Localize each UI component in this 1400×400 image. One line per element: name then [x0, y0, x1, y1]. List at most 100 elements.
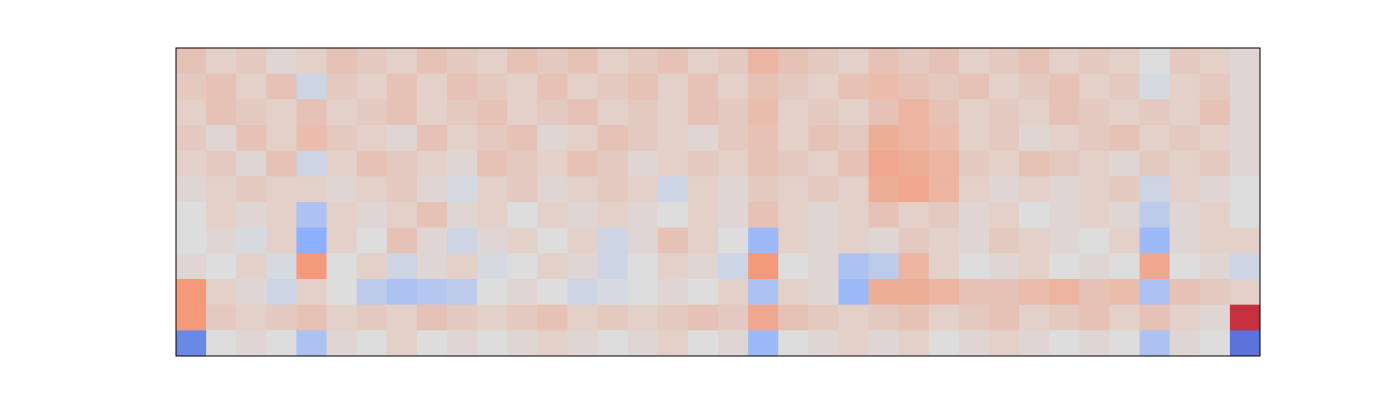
heatmap-cell [928, 227, 960, 254]
heatmap-cell [296, 48, 328, 75]
heatmap-cell [928, 176, 960, 203]
heatmap-cell [687, 176, 719, 203]
heatmap-cell [567, 48, 599, 75]
heatmap-cell [718, 125, 749, 152]
heatmap-cell [898, 304, 930, 331]
heatmap-cell [1229, 125, 1261, 152]
heatmap-cell [928, 150, 960, 177]
heatmap-cell [176, 125, 207, 152]
heatmap-cell [597, 304, 629, 331]
heatmap-cell [206, 279, 237, 306]
heatmap-cell [1229, 99, 1261, 126]
heatmap-cell [1019, 330, 1050, 357]
heatmap-cell [748, 48, 779, 75]
heatmap-cell [1079, 279, 1110, 306]
heatmap-cell [748, 99, 779, 126]
heatmap-cell [1199, 330, 1231, 357]
heatmap-cell [567, 304, 599, 331]
heatmap-cell [1049, 176, 1080, 203]
heatmap-cell [1229, 73, 1261, 100]
heatmap-cell [1109, 150, 1141, 177]
heatmap-cell [567, 150, 599, 177]
heatmap-cell [808, 73, 839, 100]
heatmap-cell [416, 48, 448, 75]
heatmap-cell [176, 99, 207, 126]
heatmap-cell [386, 279, 418, 306]
heatmap-cell [266, 330, 297, 357]
heatmap-cell [477, 253, 508, 280]
heatmap-cell [236, 125, 267, 152]
heatmap-cell [597, 73, 629, 100]
heatmap-cell [1139, 304, 1171, 331]
heatmap-cell [1019, 304, 1050, 331]
heatmap-cell [447, 227, 478, 254]
heatmap-cell [958, 227, 990, 254]
heatmap-cell [687, 279, 719, 306]
heatmap-cell [1019, 176, 1050, 203]
heatmap-cell [1229, 202, 1261, 229]
heatmap-cell [176, 227, 207, 254]
heatmap-cell [1019, 253, 1050, 280]
heatmap-cell [868, 150, 900, 177]
heatmap-cell [958, 279, 990, 306]
heatmap-cell [868, 125, 900, 152]
heatmap-cell [386, 73, 418, 100]
heatmap-cell [1229, 253, 1261, 280]
heatmap-cell [507, 304, 538, 331]
heatmap-cell [266, 48, 297, 75]
heatmap-cell [296, 99, 328, 126]
heatmap-cell [1229, 176, 1261, 203]
heatmap-cell [206, 176, 237, 203]
heatmap-cell [718, 279, 749, 306]
heatmap-cell [416, 279, 448, 306]
heatmap-cell [416, 150, 448, 177]
heatmap-cell [416, 73, 448, 100]
heatmap-cell [1139, 202, 1171, 229]
heatmap-cell [1139, 125, 1171, 152]
heatmap-cell [838, 279, 870, 306]
heatmap-cell [507, 73, 538, 100]
heatmap-cell [928, 304, 960, 331]
heatmap-cell [477, 330, 508, 357]
heatmap-cell [808, 330, 839, 357]
heatmap-cell [206, 253, 237, 280]
heatmap-cell [1139, 73, 1171, 100]
heatmap-cell [1169, 48, 1201, 75]
heatmap-cell [266, 150, 297, 177]
heatmap-cell [898, 176, 930, 203]
heatmap-cell [687, 73, 719, 100]
heatmap-cell [447, 150, 478, 177]
heatmap-cell [597, 330, 629, 357]
heatmap-cell [1169, 73, 1201, 100]
heatmap-cell [748, 202, 779, 229]
heatmap-cell [808, 125, 839, 152]
heatmap-cell [1109, 227, 1141, 254]
heatmap-cell [687, 253, 719, 280]
heatmap-cell [176, 253, 207, 280]
heatmap-cell [898, 279, 930, 306]
heatmap-cell [1019, 279, 1050, 306]
heatmap-cell [386, 150, 418, 177]
heatmap-cell [838, 253, 870, 280]
heatmap-cell [356, 176, 388, 203]
heatmap-cell [687, 99, 719, 126]
heatmap-cell [266, 176, 297, 203]
heatmap-cell [416, 227, 448, 254]
heatmap-cell [597, 227, 629, 254]
heatmap-cell [507, 227, 538, 254]
heatmap-cell [386, 330, 418, 357]
plot-frame [175, 47, 1261, 357]
heatmap-cell [928, 48, 960, 75]
heatmap-cell [958, 202, 990, 229]
heatmap-cell [838, 202, 870, 229]
heatmap-cell [206, 227, 237, 254]
heatmap-cell [176, 202, 207, 229]
heatmap-cell [416, 304, 448, 331]
heatmap-cell [356, 279, 388, 306]
heatmap-cell [1109, 73, 1141, 100]
heatmap-cell [1079, 150, 1110, 177]
heatmap-cell [838, 304, 870, 331]
heatmap-cell [657, 176, 689, 203]
heatmap-cell [1079, 330, 1110, 357]
heatmap-cell [989, 253, 1020, 280]
